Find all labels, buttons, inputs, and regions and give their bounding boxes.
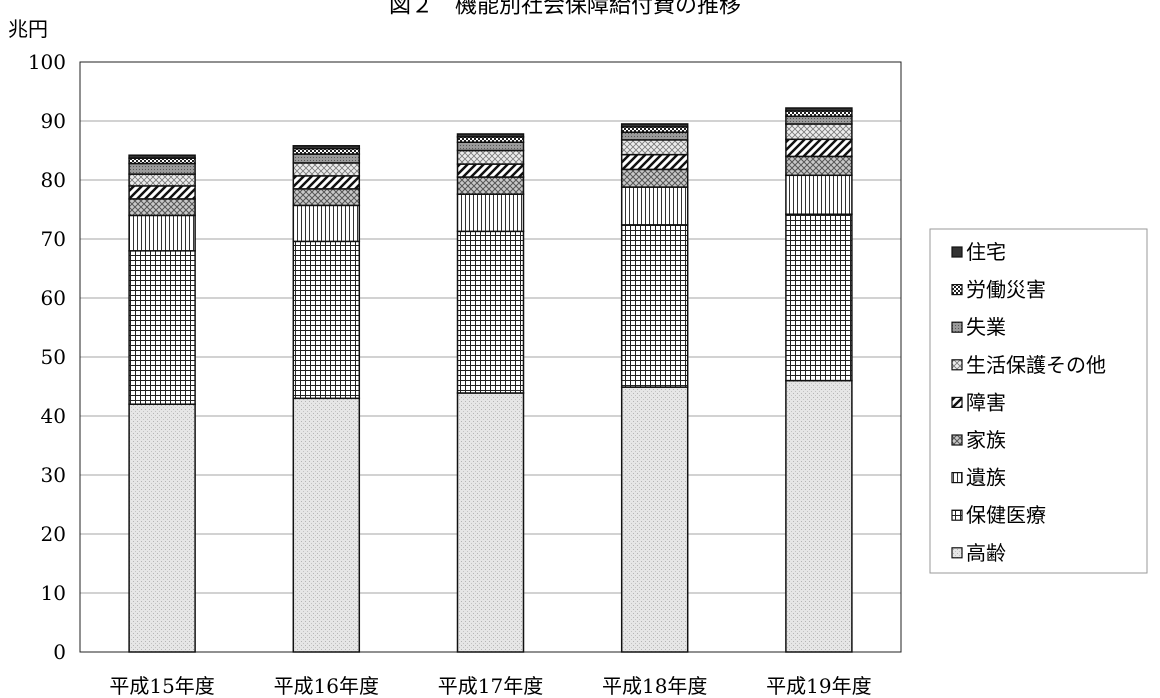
bar-segment bbox=[620, 224, 689, 388]
y-tick-label: 10 bbox=[41, 581, 66, 605]
bar-segment bbox=[128, 157, 196, 165]
legend-label: 生活保護その他 bbox=[966, 353, 1106, 377]
legend-swatch bbox=[951, 284, 963, 296]
y-tick-label: 80 bbox=[41, 168, 66, 192]
bar-segment bbox=[785, 379, 853, 653]
legend-swatch bbox=[951, 509, 963, 521]
y-axis-unit-label: 兆円 bbox=[8, 17, 48, 41]
bar-segment bbox=[292, 204, 361, 243]
y-tick-label: 0 bbox=[53, 640, 66, 664]
bar-segment bbox=[785, 107, 853, 112]
y-tick-label: 30 bbox=[41, 463, 66, 487]
bar-segment bbox=[620, 386, 689, 653]
bar-segment bbox=[785, 213, 853, 382]
bar-segment bbox=[456, 141, 525, 152]
bar-segment bbox=[292, 147, 361, 155]
bar-segment bbox=[128, 154, 196, 159]
bar-segment bbox=[785, 115, 853, 125]
legend-box bbox=[929, 228, 1148, 574]
legend-label: 労働災害 bbox=[966, 278, 1046, 302]
y-tick-label: 20 bbox=[41, 522, 66, 546]
legend-swatch bbox=[951, 547, 963, 559]
y-axis-ticks: 0 10 20 30 40 50 60 70 80 90 100 bbox=[28, 50, 66, 664]
x-category-label: 平成19年度 bbox=[766, 674, 871, 698]
bar-stack bbox=[456, 133, 525, 653]
legend-swatch bbox=[951, 321, 963, 333]
legend-label: 失業 bbox=[966, 315, 1006, 339]
bar-stack bbox=[620, 123, 689, 653]
legend-swatch bbox=[951, 246, 963, 258]
y-tick-label: 100 bbox=[28, 50, 66, 74]
bar-stack bbox=[292, 145, 361, 653]
legend-label: 住宅 bbox=[966, 240, 1006, 264]
y-tick-label: 40 bbox=[41, 404, 66, 428]
bar-segment bbox=[456, 176, 525, 195]
bar-segment bbox=[456, 193, 525, 233]
bar-segment bbox=[620, 126, 689, 133]
bar-segment bbox=[292, 145, 361, 150]
bar-segment bbox=[620, 131, 689, 141]
x-axis-category-labels: 平成15年度 平成16年度 平成17年度 平成18年度 平成19年度 bbox=[109, 674, 871, 698]
legend-swatch bbox=[951, 359, 963, 371]
bar-segment bbox=[292, 153, 361, 164]
bar-segment bbox=[292, 397, 361, 653]
bar-segment bbox=[620, 139, 689, 156]
bar-segment bbox=[620, 123, 689, 128]
legend-label: 遺族 bbox=[966, 466, 1006, 490]
x-category-label: 平成18年度 bbox=[602, 674, 707, 698]
y-tick-label: 50 bbox=[41, 345, 66, 369]
bar-segment bbox=[620, 153, 689, 171]
bar-segment bbox=[128, 214, 196, 252]
bar-segment bbox=[785, 110, 853, 118]
bar-segment bbox=[785, 138, 853, 158]
x-category-label: 平成17年度 bbox=[438, 674, 543, 698]
legend-label: 保健医療 bbox=[966, 503, 1046, 527]
bar-segment bbox=[456, 230, 525, 394]
bar-segment bbox=[456, 149, 525, 165]
bar-segment bbox=[456, 136, 525, 143]
legend-label: 高齢 bbox=[966, 541, 1006, 565]
bar-segment bbox=[128, 162, 196, 175]
bar-segment bbox=[128, 173, 196, 187]
y-tick-label: 90 bbox=[41, 109, 66, 133]
bar-segment bbox=[128, 198, 196, 217]
legend-swatch bbox=[951, 434, 963, 446]
bar-segment bbox=[785, 123, 853, 141]
bar-segment bbox=[128, 250, 196, 405]
legend-swatch bbox=[951, 472, 963, 484]
bar-segment bbox=[292, 188, 361, 207]
chart-title: 図２ 機能別社会保障給付費の推移 bbox=[389, 0, 741, 19]
legend-label: 障害 bbox=[966, 390, 1006, 414]
stacked-bars bbox=[128, 107, 853, 653]
legend-swatch bbox=[951, 396, 963, 408]
x-category-label: 平成15年度 bbox=[109, 674, 214, 698]
bar-stack bbox=[785, 107, 853, 653]
bar-segment bbox=[128, 403, 196, 653]
bar-segment bbox=[785, 155, 853, 177]
bar-stack bbox=[128, 154, 196, 653]
bar-segment bbox=[456, 392, 525, 653]
bar-segment bbox=[785, 174, 853, 215]
bar-segment bbox=[292, 175, 361, 190]
bar-segment bbox=[292, 162, 361, 177]
bar-segment bbox=[128, 185, 196, 200]
y-tick-label: 70 bbox=[41, 227, 66, 251]
bar-segment bbox=[456, 163, 525, 178]
bar-segment bbox=[456, 133, 525, 138]
y-tick-label: 60 bbox=[41, 286, 66, 310]
legend-label: 家族 bbox=[966, 428, 1006, 452]
bar-segment bbox=[620, 168, 689, 188]
bar-segment bbox=[292, 240, 361, 400]
x-category-label: 平成16年度 bbox=[274, 674, 379, 698]
bar-segment bbox=[620, 186, 689, 226]
